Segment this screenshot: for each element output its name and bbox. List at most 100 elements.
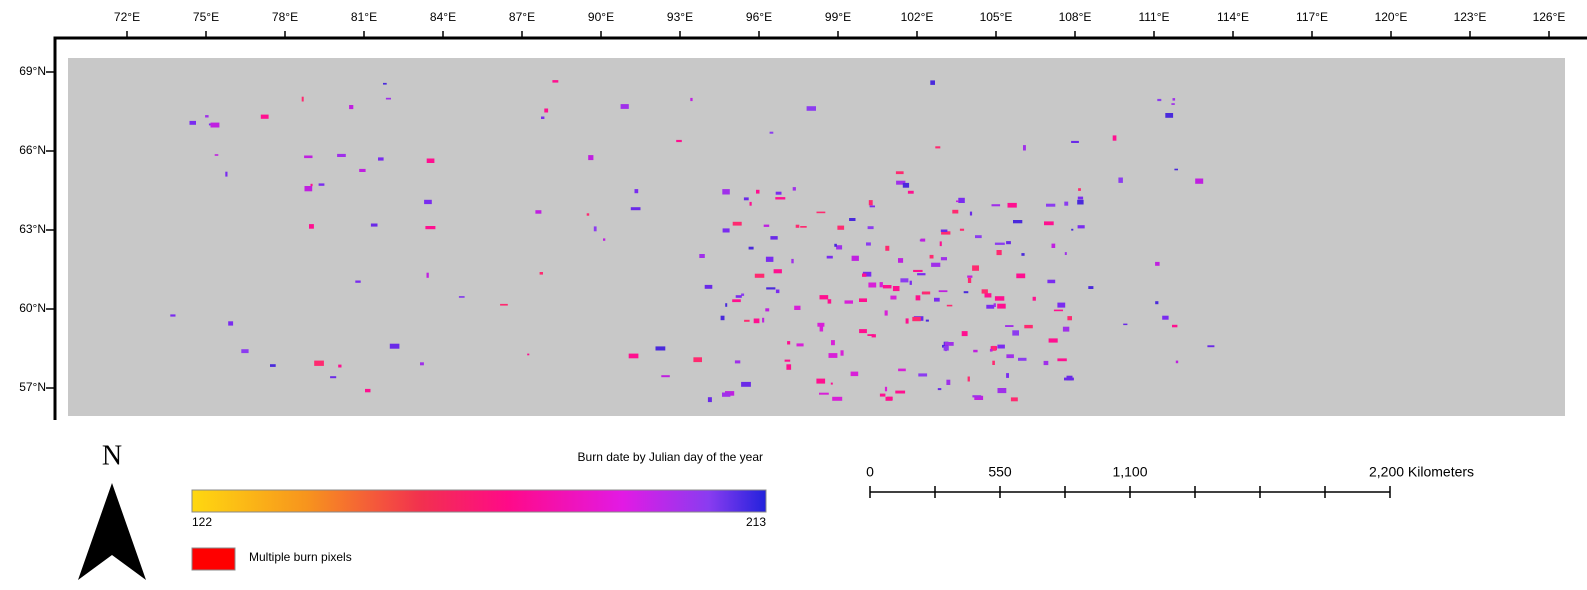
burn-patch (786, 364, 791, 370)
burn-patch (1118, 178, 1123, 183)
burn-patch (908, 191, 914, 194)
burn-patch (309, 224, 314, 229)
longitude-label: 126°E (1533, 10, 1566, 24)
legend-max: 213 (746, 515, 766, 529)
legend: Burn date by Julian day of the year 122 … (192, 450, 766, 570)
burn-patch (359, 169, 365, 172)
burn-patch (535, 210, 541, 214)
burn-patch (1057, 303, 1065, 308)
burn-patch (261, 115, 269, 119)
burn-patch (869, 200, 873, 205)
burn-patch (304, 156, 312, 159)
burn-patch (211, 123, 220, 128)
burn-patch (1162, 316, 1168, 320)
longitude-label: 72°E (114, 10, 140, 24)
burn-patch (940, 241, 942, 246)
burn-patch (1064, 202, 1068, 206)
burn-patch (997, 250, 1002, 255)
burn-patch (994, 303, 996, 307)
longitude-label: 120°E (1375, 10, 1408, 24)
burn-patch (817, 212, 826, 214)
burn-patch (938, 388, 942, 390)
burn-patch (540, 272, 543, 275)
burn-patch (744, 320, 750, 322)
burn-patch (1047, 280, 1055, 284)
longitude-label: 93°E (667, 10, 693, 24)
burn-patch (1077, 200, 1083, 205)
longitude-label: 117°E (1296, 10, 1328, 24)
burn-patch (851, 372, 859, 377)
burn-patch (500, 304, 508, 306)
burn-patch (386, 98, 391, 100)
burn-patch (967, 276, 972, 278)
burn-patch (837, 226, 844, 230)
burn-patch (544, 109, 548, 113)
burn-patch (776, 290, 780, 294)
burn-patch (1071, 141, 1079, 143)
burn-patch (656, 346, 666, 350)
burn-patch (885, 246, 889, 251)
multiple-swatch (192, 548, 235, 570)
burn-patch (629, 354, 639, 359)
burn-patch (916, 295, 921, 300)
burn-patch (733, 222, 742, 226)
burn-patch (992, 204, 1001, 206)
burn-patch (817, 323, 824, 327)
burn-patch (820, 326, 824, 331)
burn-patch (378, 157, 384, 160)
color-ramp (192, 490, 766, 512)
longitude-label: 87°E (509, 10, 535, 24)
burn-patch (365, 389, 371, 392)
burn-patch (1021, 253, 1024, 256)
burn-patch (930, 255, 934, 259)
burn-patch (621, 104, 629, 109)
burn-patch (890, 296, 896, 300)
burn-patch (1065, 252, 1067, 255)
burn-patch (754, 319, 760, 324)
burn-patch (868, 226, 874, 229)
burn-patch (794, 306, 800, 310)
burn-patch (829, 353, 838, 358)
burn-patch (755, 274, 765, 278)
burn-patch (736, 295, 742, 298)
burn-patch (968, 377, 970, 382)
burn-patch (791, 259, 793, 263)
burn-patch (1006, 373, 1009, 378)
longitude-label: 81°E (351, 10, 377, 24)
burn-patch (1195, 179, 1203, 184)
burn-patch (1008, 203, 1017, 208)
burn-patch (1006, 241, 1011, 244)
burn-patch (883, 285, 892, 288)
longitude-label: 114°E (1217, 10, 1249, 24)
burn-patch (906, 318, 909, 323)
burn-patch (1018, 358, 1027, 361)
burn-patch (898, 369, 906, 372)
burn-patch (930, 80, 935, 85)
burn-patch (956, 201, 959, 203)
burn-patch (960, 229, 964, 231)
burn-patch (898, 258, 903, 263)
burn-patch (1012, 330, 1019, 335)
burn-patch (1067, 376, 1073, 381)
burn-patch (868, 283, 876, 288)
burn-patch (1173, 98, 1176, 101)
burn-patch (970, 212, 972, 216)
burn-patch (1044, 221, 1054, 225)
burn-patch (931, 263, 940, 267)
burn-patch (775, 197, 785, 199)
longitude-label: 111°E (1138, 10, 1169, 24)
burn-patch (1005, 325, 1013, 327)
burn-patch (997, 304, 1006, 309)
burn-patch (770, 132, 774, 134)
burn-patch (880, 282, 883, 287)
burn-patch (1006, 354, 1014, 358)
burn-patch (866, 242, 871, 245)
arrow-shape (78, 483, 146, 580)
burn-patch (910, 281, 912, 285)
burn-patch (762, 318, 764, 323)
burn-patch (998, 388, 1007, 393)
longitude-label: 123°E (1454, 10, 1487, 24)
burn-patch (425, 226, 435, 229)
longitude-label: 90°E (588, 10, 614, 24)
burn-patch (1174, 169, 1178, 171)
